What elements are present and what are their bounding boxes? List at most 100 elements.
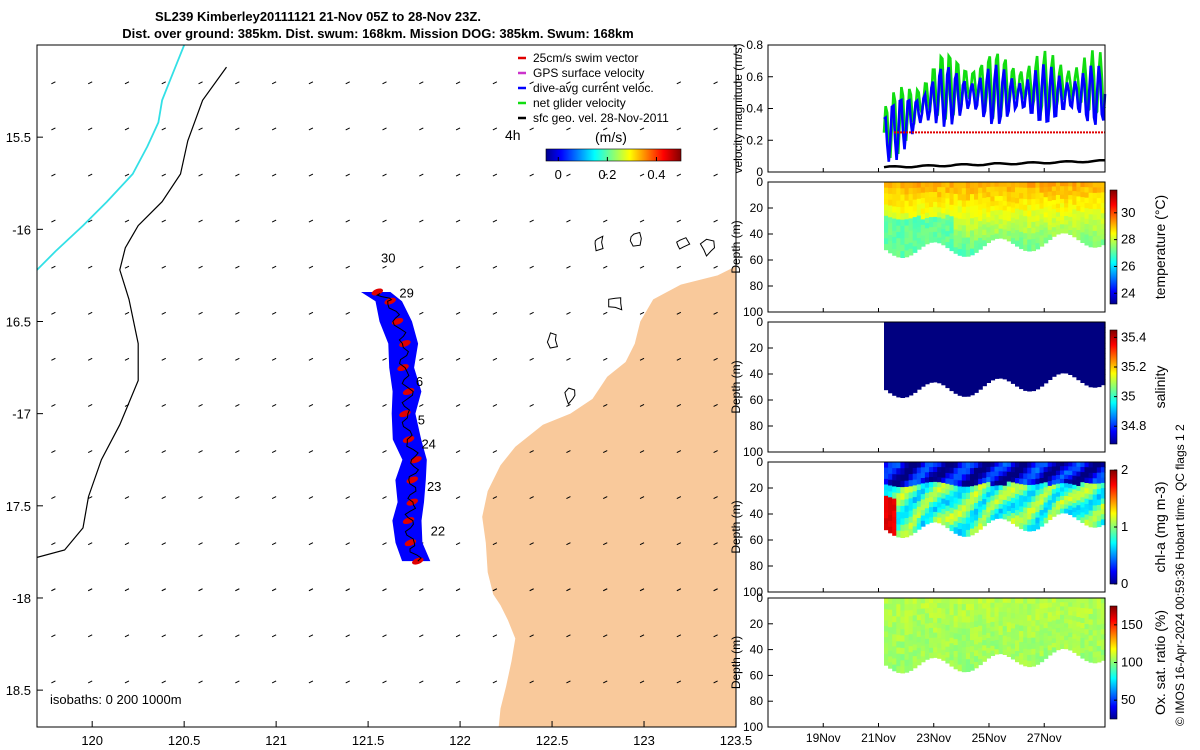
section-cell <box>970 388 975 396</box>
velocity-arrow <box>603 680 608 684</box>
section-cell <box>904 647 910 655</box>
section-cell <box>1023 654 1028 661</box>
section-cell <box>1055 203 1061 209</box>
section-cell <box>970 652 975 659</box>
section-cell <box>904 493 910 500</box>
section-cell <box>1006 326 1012 333</box>
section-cell <box>990 515 996 521</box>
section-cell <box>1096 370 1102 377</box>
section-cell <box>1015 332 1020 339</box>
section-cell <box>974 514 979 522</box>
section-cell <box>1060 343 1065 348</box>
panel-frame <box>767 44 1106 173</box>
section-cell <box>1035 620 1041 627</box>
section-cell <box>1015 515 1020 522</box>
section-cell <box>896 225 901 233</box>
section-cell <box>982 650 987 657</box>
section-cell <box>1015 510 1020 516</box>
section-cell <box>982 640 987 646</box>
section-cell <box>1010 513 1016 519</box>
section-cell <box>949 367 955 374</box>
section-cell <box>1039 187 1045 194</box>
section-cell <box>924 233 930 240</box>
section-cell <box>1055 501 1061 506</box>
section-cell <box>986 217 991 223</box>
section-cell <box>961 659 967 667</box>
section-cell <box>1015 651 1020 657</box>
section-cell <box>924 462 930 468</box>
section-cell <box>994 331 1000 337</box>
section-cell <box>1080 517 1086 523</box>
section-cell <box>896 622 901 630</box>
section-cell <box>896 518 901 525</box>
section-cell <box>900 518 906 526</box>
section-cell <box>1072 353 1077 360</box>
section-cell <box>941 488 946 494</box>
section-cell <box>896 250 901 258</box>
section-cell <box>1027 609 1032 616</box>
section-cell <box>1002 612 1008 618</box>
section-cell <box>1015 624 1020 631</box>
section-cell <box>949 373 955 380</box>
section-cell <box>1076 355 1082 361</box>
section-cell <box>1051 344 1057 350</box>
section-cell <box>974 644 979 651</box>
section-cell <box>953 491 959 499</box>
velocity-arrow <box>198 127 203 131</box>
section-cell <box>974 609 979 616</box>
section-cell <box>1055 199 1061 205</box>
velocity-arrow <box>566 311 571 315</box>
section-cell <box>986 352 991 358</box>
velocity-arrow <box>603 496 608 500</box>
map-x-tick-label: 120 <box>81 733 103 748</box>
section-cell <box>937 517 942 524</box>
velocity-arrow <box>198 403 203 407</box>
section-cell <box>1043 362 1049 369</box>
velocity-arrow <box>51 634 56 638</box>
section-cell <box>912 339 918 347</box>
velocity-arrow <box>382 403 387 407</box>
section-cell <box>998 322 1004 328</box>
section-cell <box>929 647 934 654</box>
section-cell <box>949 379 955 386</box>
section-cell <box>1084 192 1090 199</box>
section-cell <box>924 223 930 229</box>
section-cell <box>912 182 918 189</box>
section-cell <box>933 477 938 483</box>
section-cell <box>929 187 934 193</box>
section-cell <box>924 598 930 604</box>
map-x-tick-label: 121 <box>265 733 287 748</box>
velocity-arrow <box>87 634 93 638</box>
section-cell <box>970 486 975 493</box>
section-cell <box>1019 209 1024 216</box>
section-cell <box>916 187 922 194</box>
section-cell <box>953 205 959 213</box>
section-cell <box>1047 514 1053 520</box>
velocity-arrow <box>639 403 645 407</box>
section-cell <box>1060 334 1065 340</box>
section-cell <box>888 363 893 370</box>
section-cell <box>965 322 971 329</box>
section-cell <box>904 340 910 348</box>
section-cell <box>1010 207 1016 214</box>
section-cell <box>945 608 951 615</box>
section-cell <box>974 485 979 492</box>
velocity-arrow <box>87 219 93 223</box>
section-cell <box>896 213 901 220</box>
section-cell <box>1055 352 1061 358</box>
section-cell <box>888 644 893 652</box>
section-cell <box>1100 182 1106 188</box>
section-cell <box>888 369 893 376</box>
section-cell <box>990 612 996 618</box>
section-cell <box>1023 598 1028 605</box>
velocity-arrow <box>603 542 608 546</box>
section-cell <box>1010 322 1016 328</box>
section-cell <box>1019 220 1024 227</box>
velocity-arrow <box>271 357 277 361</box>
section-cell <box>896 384 901 392</box>
section-cell <box>884 204 889 211</box>
section-cell <box>965 499 971 506</box>
section-cell <box>1100 634 1106 641</box>
section-cell <box>1068 488 1073 494</box>
section-cell <box>1019 614 1024 621</box>
